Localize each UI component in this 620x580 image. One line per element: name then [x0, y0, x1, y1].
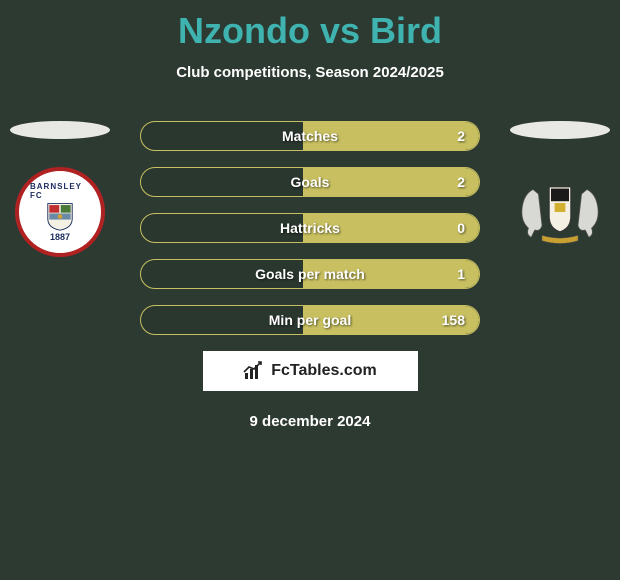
right-player-column	[505, 121, 615, 257]
stat-bar-fill	[303, 168, 479, 196]
stat-value: 158	[442, 312, 465, 328]
chart-icon	[243, 361, 265, 381]
club-crest-left: BARNSLEY FC 1887	[15, 167, 105, 257]
left-player-column: BARNSLEY FC 1887	[5, 121, 115, 257]
stat-row: Goals per match 1	[140, 259, 480, 289]
stat-label: Min per goal	[269, 312, 351, 328]
stat-row: Min per goal 158	[140, 305, 480, 335]
stat-row: Goals 2	[140, 167, 480, 197]
stat-label: Matches	[282, 128, 338, 144]
stat-label: Hattricks	[280, 220, 340, 236]
crest-left-year: 1887	[50, 232, 70, 242]
stat-label: Goals	[291, 174, 330, 190]
date-text: 9 december 2024	[0, 413, 620, 430]
stat-value: 1	[457, 266, 465, 282]
brand-text: FcTables.com	[271, 362, 377, 380]
player-silhouette-left	[10, 121, 110, 139]
brand-box: FcTables.com	[203, 351, 418, 391]
stat-value: 0	[457, 220, 465, 236]
crest-left-clubname: BARNSLEY FC	[30, 182, 90, 200]
stats-bars: Matches 2 Goals 2 Hattricks 0 Goals per …	[140, 121, 480, 335]
crest-right-svg	[515, 172, 605, 252]
stat-label: Goals per match	[255, 266, 365, 282]
stat-value: 2	[457, 128, 465, 144]
stat-row: Matches 2	[140, 121, 480, 151]
subtitle: Club competitions, Season 2024/2025	[0, 64, 620, 81]
club-crest-right	[515, 167, 605, 257]
stat-row: Hattricks 0	[140, 213, 480, 243]
shield-icon	[40, 202, 80, 231]
comparison-content: BARNSLEY FC 1887	[0, 121, 620, 430]
crest-left-inner: BARNSLEY FC 1887	[30, 182, 90, 242]
page-title: Nzondo vs Bird	[0, 0, 620, 52]
stat-value: 2	[457, 174, 465, 190]
player-silhouette-right	[510, 121, 610, 139]
